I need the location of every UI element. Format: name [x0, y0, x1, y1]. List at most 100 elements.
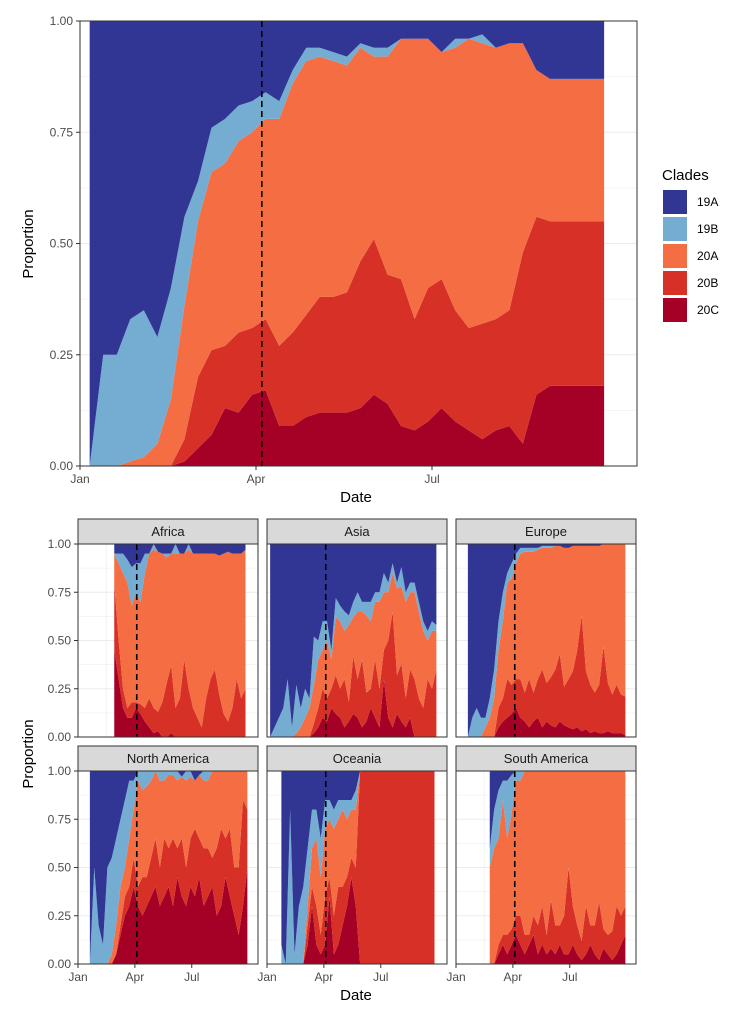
top-area-20a: [89, 38, 605, 467]
facet-south-america-strip-label: South America: [504, 751, 589, 766]
facet-north-america-area-19a: [89, 771, 248, 964]
facet-oceania-area-20a: [281, 771, 435, 964]
facet-africa-strip-label: Africa: [151, 524, 185, 539]
facet-africa-y-tick-label: 0.25: [48, 682, 72, 696]
facet-africa: 0.00 0.25 0.50 0.75 1.00 Africa: [48, 518, 259, 744]
facet-asia-area-19b: [270, 563, 437, 737]
facet-africa-y-tick-label: 0.75: [48, 585, 72, 599]
top-y-tick-label: 0.25: [50, 348, 74, 362]
legend-swatch-19a: [663, 190, 687, 214]
legend-label-20b: 20B: [697, 276, 718, 290]
facet-north-america-x-tick-label: Jan: [68, 970, 87, 984]
facet-asia: Asia: [266, 518, 448, 738]
facet-north-america-strip: [77, 745, 259, 772]
facet-oceania-x-tick-label: Apr: [315, 970, 334, 984]
facet-north-america-area-20a: [89, 771, 248, 964]
legend-label-20a: 20A: [697, 249, 718, 263]
facet-africa-y-tick-label: 0.00: [48, 730, 72, 744]
facet-africa-y-tick-label: 0.50: [48, 634, 72, 648]
facet-north-america-x-tick-label: Jul: [184, 970, 199, 984]
facet-oceania-x-tick-label: Jul: [373, 970, 388, 984]
facet-north-america-y-tick-label: 0.25: [48, 909, 72, 923]
top-x-tick-label: Jul: [424, 472, 439, 486]
facet-oceania-x-tick-label: Jan: [257, 970, 276, 984]
legend-items: 19A 19B 20A 20B 20C: [663, 190, 719, 322]
facet-south-america-area-20b: [489, 867, 626, 964]
facet-asia-area-20a: [270, 572, 437, 737]
legend-label-19b: 19B: [697, 222, 718, 236]
facet-oceania-area-19a: [281, 771, 435, 964]
top-y-tick-label: 1.00: [50, 14, 74, 28]
facet-panels: 0.00 0.25 0.50 0.75 1.00 Africa Asia Europe 0.00…: [48, 518, 637, 984]
top-x-tick-label: Apr: [247, 472, 266, 486]
top-y-axis-title: Proportion: [20, 209, 37, 278]
legend-label-20c: 20C: [697, 303, 719, 317]
top-area-19a: [89, 21, 605, 466]
facet-europe-area-20a: [467, 544, 626, 737]
facet-north-america-area-20b: [89, 799, 248, 964]
facet-africa-area-20c: [114, 650, 246, 737]
facet-oceania-area-19b: [281, 771, 435, 964]
legend-swatch-20b: [663, 271, 687, 295]
top-x-tick-label: Jan: [70, 472, 89, 486]
legend-title: Clades: [662, 167, 709, 184]
facet-south-america-x-tick-label: Jul: [562, 970, 577, 984]
facet-north-america-y-tick-label: 0.75: [48, 812, 72, 826]
facet-chart: 0.00 0.25 0.50 0.75 1.00 Africa Asia Europe 0.00…: [20, 518, 637, 1004]
facet-north-america-strip-label: North America: [127, 751, 210, 766]
facet-north-america-x-tick-label: Apr: [126, 970, 145, 984]
top-plot-area: 0.00 0.25 0.50 0.75 1.00 Jan Apr Jul: [50, 14, 638, 486]
facet-north-america-y-tick-label: 0.50: [48, 861, 72, 875]
facet-south-america-x-tick-label: Apr: [504, 970, 523, 984]
facet-asia-area-20c: [270, 679, 437, 737]
facet-oceania-strip-label: Oceania: [333, 751, 382, 766]
facet-europe-area-20c: [467, 708, 626, 737]
legend-swatch-20c: [663, 298, 687, 322]
facet-oceania-area-20c: [281, 877, 435, 964]
facet-europe-strip-label: Europe: [525, 524, 567, 539]
facet-oceania-area-20b: [281, 771, 435, 964]
facet-europe-area-19a: [467, 544, 626, 737]
top-chart: 0.00 0.25 0.50 0.75 1.00 Jan Apr Jul Date Propo…: [20, 14, 638, 506]
facet-oceania-strip: [266, 745, 448, 772]
facet-north-america-y-tick-label: 1.00: [48, 764, 72, 778]
top-y-tick-label: 0.50: [50, 237, 74, 251]
facet-asia-strip: [266, 518, 448, 545]
facet-north-america: 0.00 0.25 0.50 0.75 1.00 Jan Apr Jul North Ameri…: [48, 745, 259, 984]
top-area-20b: [89, 216, 605, 466]
legend: Clades 19A 19B 20A 20B 20C: [662, 167, 719, 322]
top-y-tick-label: 0.75: [50, 125, 74, 139]
facet-europe: Europe: [455, 518, 637, 738]
facet-y-axis-title: Proportion: [20, 719, 37, 788]
facet-north-america-area-20c: [89, 867, 248, 964]
facet-africa-area-19a: [114, 544, 246, 568]
top-area-20c: [89, 385, 605, 466]
facet-africa-area-20b: [114, 582, 246, 737]
facet-oceania: Jan Apr Jul Oceania: [257, 745, 448, 984]
facet-africa-y-tick-label: 1.00: [48, 537, 72, 551]
facet-africa-area-20a: [114, 549, 246, 728]
facet-x-axis-title: Date: [340, 987, 372, 1004]
facet-north-america-area-19b: [89, 771, 248, 964]
facet-south-america-area-20a: [489, 771, 626, 964]
legend-swatch-20a: [663, 244, 687, 268]
facet-south-america-area-19a: [489, 771, 626, 849]
facet-europe-strip: [455, 518, 637, 545]
facet-europe-area-20b: [467, 615, 626, 737]
facet-south-america: Jan Apr Jul South America: [446, 745, 637, 984]
facet-south-america-x-tick-label: Jan: [446, 970, 465, 984]
facet-asia-area-20b: [270, 611, 437, 737]
facet-south-america-strip: [455, 745, 637, 772]
top-area-19b: [89, 34, 605, 466]
top-x-axis-title: Date: [340, 489, 372, 506]
facet-africa-area-19b: [114, 544, 246, 606]
facet-asia-area-19a: [270, 544, 437, 737]
facet-asia-strip-label: Asia: [344, 524, 370, 539]
legend-swatch-19b: [663, 217, 687, 241]
facet-africa-strip: [77, 518, 259, 545]
facet-north-america-y-tick-label: 0.00: [48, 957, 72, 971]
legend-label-19a: 19A: [697, 195, 718, 209]
facet-south-america-area-20c: [489, 935, 626, 964]
top-y-tick-label: 0.00: [50, 459, 74, 473]
